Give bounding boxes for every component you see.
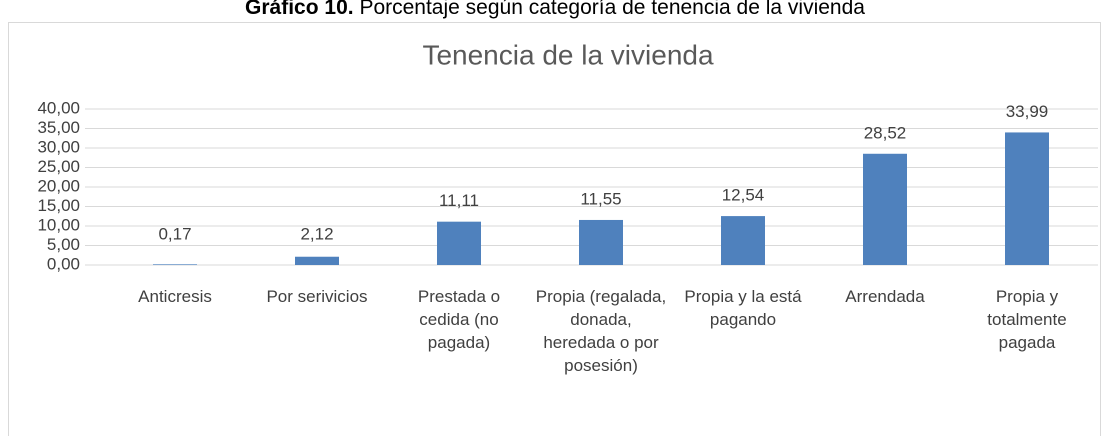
- data-label: 11,11: [439, 191, 479, 210]
- data-label: 33,99: [1006, 102, 1049, 121]
- bar: [863, 153, 907, 265]
- x-tick-label: Anticresis: [138, 287, 212, 306]
- data-label: 2,12: [300, 224, 333, 243]
- y-tick-label: 20,00: [37, 176, 80, 195]
- y-tick-label: 10,00: [37, 215, 80, 234]
- x-tick-label: Propia y totalmente pagada: [987, 287, 1067, 352]
- x-tick-label: Arrendada: [845, 287, 925, 306]
- bar: [437, 221, 481, 265]
- bar: [295, 256, 339, 265]
- y-tick-label: 30,00: [37, 137, 80, 156]
- data-label: 28,52: [864, 123, 907, 142]
- y-tick-label: 5,00: [47, 235, 80, 254]
- bar: [721, 216, 765, 265]
- header-label: Gráfico 10.: [245, 0, 354, 19]
- y-tick-label: 35,00: [37, 118, 80, 137]
- x-tick-label: Propia (regalada, donada, heredada o por…: [535, 287, 667, 375]
- y-tick-label: 0,00: [47, 254, 80, 273]
- data-label: 12,54: [722, 186, 765, 205]
- x-tick-label: Prestada o cedida (no pagada): [417, 287, 501, 352]
- x-tick-label: Por serivicios: [266, 287, 368, 306]
- bar: [579, 219, 623, 265]
- bar: [1005, 132, 1049, 265]
- y-tick-label: 25,00: [37, 157, 80, 176]
- header-text: Porcentaje según categoría de tenencia d…: [359, 0, 865, 19]
- x-tick-label: Propia y la está pagando: [684, 287, 802, 329]
- header: Gráfico 10. Porcentaje según categoría d…: [245, 0, 865, 19]
- chart-title: Tenencia de la vivienda: [422, 39, 714, 70]
- y-tick-label: 40,00: [37, 98, 80, 117]
- chart-border: [8, 22, 1101, 436]
- data-label: 0,17: [158, 224, 191, 243]
- bar: [153, 264, 197, 265]
- y-tick-label: 15,00: [37, 196, 80, 215]
- data-label: 11,55: [580, 189, 621, 208]
